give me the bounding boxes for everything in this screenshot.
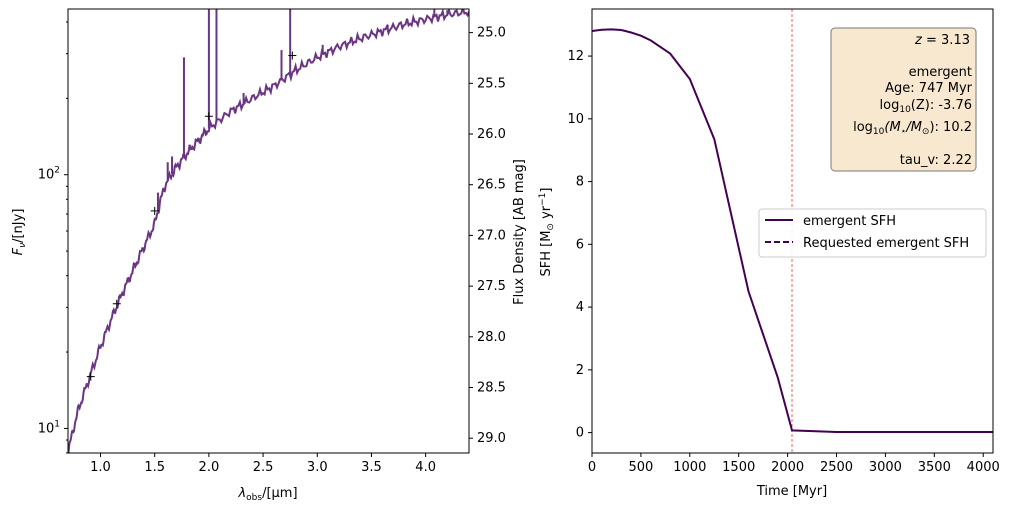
info-component: emergent: [909, 65, 972, 80]
info-metallicity: log10(Z): -3.76: [880, 98, 972, 115]
spectrum-x-ticks: 1.0 1.5 2.0 2.5 3.0 3.5 4.0: [90, 453, 436, 475]
spectrum-y2-tick-label: 28.5: [477, 381, 506, 396]
sfh-x-tick-label: 4000: [967, 460, 1000, 475]
sfh-panel: 0 500 1000 1500 2000 2500 3000 3500 4000 0 2 4 6 8 10…: [538, 8, 1000, 499]
spectrum-plot-area: [68, 9, 469, 453]
photometry-point: [86, 372, 95, 381]
spectrum-y-axis-label: Fν/[nJy]: [11, 209, 28, 256]
spectrum-content: [68, 9, 469, 453]
spectrum-x-tick-label: 3.5: [361, 460, 382, 475]
sfh-x-tick-label: 1000: [673, 460, 706, 475]
spectrum-x-tick-label: 2.0: [199, 460, 220, 475]
spectrum-x-tick-label: 2.5: [253, 460, 274, 475]
spectrum-y2-tick-label: 29.0: [477, 431, 506, 446]
spectrum-y-tick-label: 102: [38, 166, 60, 183]
spectrum-y-tick-label: 101: [38, 419, 60, 436]
sfh-y-tick-label: 8: [576, 175, 584, 190]
sfh-y-axis-label: SFH [M⊙ yr−1]: [538, 187, 556, 276]
sfh-axes-frame: [591, 8, 994, 454]
sfh-x-tick-label: 500: [628, 460, 653, 475]
emergent-sfh-line: [591, 28, 993, 433]
sfh-y-tick-label: 12: [567, 49, 584, 64]
spectrum-x-tick-label: 1.0: [90, 460, 111, 475]
sfh-x-ticks: 0 500 1000 1500 2000 2500 3000 3500 4000: [588, 453, 1000, 475]
sfh-y-tick-label: 0: [576, 426, 584, 441]
info-age: Age: 747 Myr: [885, 81, 973, 96]
spectrum-x-axis-label: λobs/[μm]: [237, 486, 297, 503]
info-stellar-mass: log10(M⋆/M⊙): 10.2: [853, 120, 972, 137]
sfh-x-tick-label: 3000: [869, 460, 902, 475]
spectrum-y2-axis-label: Flux Density [AB mag]: [512, 159, 527, 305]
spectrum-x-tick-label: 1.5: [144, 460, 165, 475]
photometry-point: [288, 51, 297, 60]
legend-label-requested-sfh: Requested emergent SFH: [803, 236, 969, 251]
sfh-x-tick-label: 3500: [918, 460, 951, 475]
sfh-x-tick-label: 1500: [722, 460, 755, 475]
sfh-x-axis-label: Time [Myr]: [756, 484, 827, 499]
spectrum-y2-ticks: 25.0 25.5 26.0 26.5 27.0 27.5 28.0 28.5 29.0: [469, 26, 506, 446]
spectrum-y2-tick-label: 26.5: [477, 178, 506, 193]
photometry-point: [112, 299, 121, 308]
spectrum-y2-tick-label: 25.0: [477, 26, 506, 41]
spectrum-x-tick-label: 4.0: [415, 460, 436, 475]
sfh-x-tick-label: 2000: [771, 460, 804, 475]
photometry-point: [150, 206, 159, 215]
sfh-y-ticks: 0 2 4 6 8 10 12: [567, 49, 592, 441]
sfh-y-tick-label: 2: [576, 363, 584, 378]
spectrum-y2-tick-label: 25.5: [477, 76, 506, 91]
photometry-point: [204, 112, 213, 121]
info-redshift: z = 3.13: [914, 33, 970, 48]
sfh-legend: emergent SFH Requested emergent SFH: [758, 208, 987, 258]
spectrum-panel: 1.0 1.5 2.0 2.5 3.0 3.5 4.0 101 102 25.0 25.5 26.…: [11, 8, 527, 503]
spectrum-y2-tick-label: 27.5: [477, 279, 506, 294]
spectrum-continuum-line: [68, 9, 469, 453]
sfh-y-tick-label: 10: [567, 112, 584, 127]
sfh-info-box: z = 3.13 emergent Age: 747 Myr log10(Z):…: [830, 27, 977, 172]
spectrum-y2-tick-label: 26.0: [477, 127, 506, 142]
sfh-x-tick-label: 2500: [820, 460, 853, 475]
legend-frame: [758, 208, 987, 258]
info-box-background: [830, 27, 977, 172]
legend-label-emergent-sfh: emergent SFH: [803, 214, 896, 229]
spectrum-x-tick-label: 3.0: [307, 460, 328, 475]
spectrum-y2-tick-label: 27.0: [477, 228, 506, 243]
sfh-y-tick-label: 6: [576, 237, 584, 252]
info-tau-v: tau_v: 2.22: [900, 153, 972, 168]
sfh-x-tick-label: 0: [588, 460, 596, 475]
spectrum-y-ticks: 101 102: [38, 21, 68, 454]
spectrum-y2-tick-label: 28.0: [477, 330, 506, 345]
sfh-y-tick-label: 4: [576, 300, 584, 315]
